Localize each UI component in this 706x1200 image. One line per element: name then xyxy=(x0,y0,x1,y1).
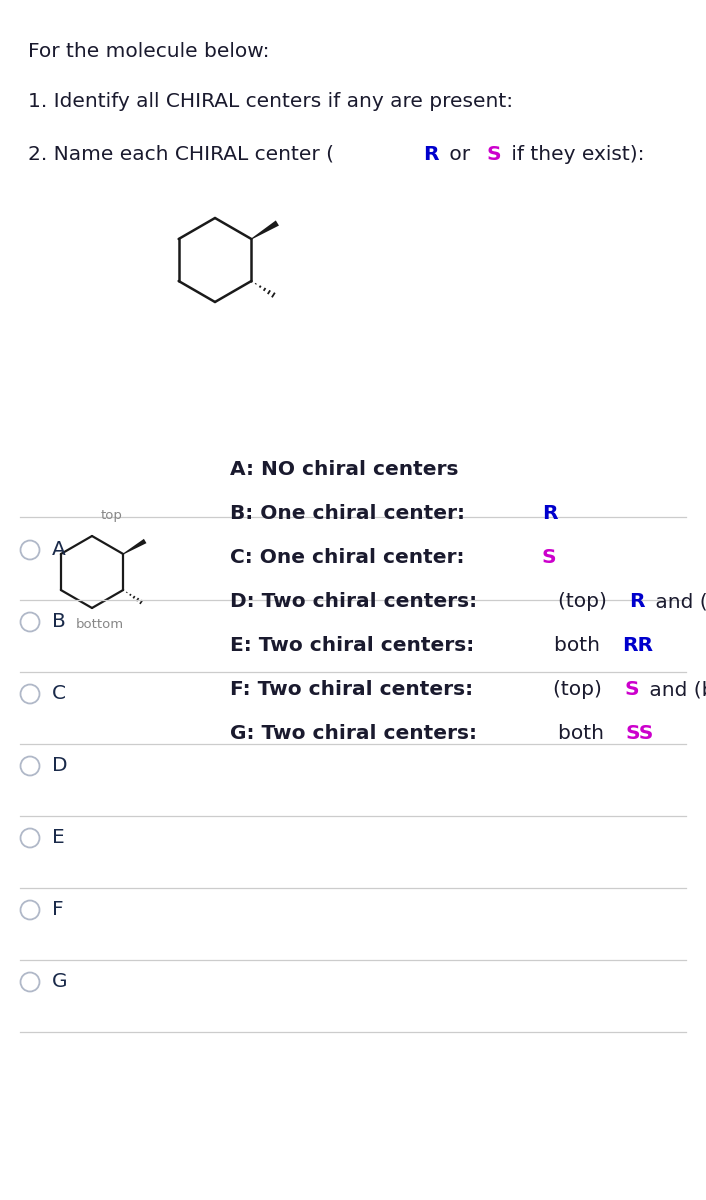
Text: C: One chiral center:: C: One chiral center: xyxy=(230,548,472,566)
Text: bottom: bottom xyxy=(76,618,124,631)
Text: E: Two chiral centers:: E: Two chiral centers: xyxy=(230,636,481,655)
Text: and (bottom): and (bottom) xyxy=(643,680,706,698)
Text: S: S xyxy=(624,680,639,698)
Text: B: B xyxy=(52,612,66,631)
Text: A: NO chiral centers: A: NO chiral centers xyxy=(230,460,458,479)
Text: E: E xyxy=(52,828,65,847)
Text: both: both xyxy=(554,636,606,655)
Text: C: C xyxy=(52,684,66,703)
Text: or: or xyxy=(443,145,477,164)
Text: (top): (top) xyxy=(558,592,613,611)
Text: For the molecule below:: For the molecule below: xyxy=(28,42,270,61)
Text: R: R xyxy=(542,504,558,523)
Text: S: S xyxy=(486,145,501,164)
Text: top: top xyxy=(101,509,123,522)
Text: 1. Identify all CHIRAL centers if any are present:: 1. Identify all CHIRAL centers if any ar… xyxy=(28,92,513,110)
Text: both: both xyxy=(558,724,610,743)
Text: 2. Name each CHIRAL center (: 2. Name each CHIRAL center ( xyxy=(28,145,334,164)
Text: B: One chiral center:: B: One chiral center: xyxy=(230,504,472,523)
Text: D: D xyxy=(52,756,68,775)
Text: (top): (top) xyxy=(553,680,608,698)
Polygon shape xyxy=(251,221,279,240)
Polygon shape xyxy=(123,539,146,554)
Text: if they exist):: if they exist): xyxy=(505,145,645,164)
Text: A: A xyxy=(52,540,66,559)
Text: R: R xyxy=(629,592,645,611)
Text: G: Two chiral centers:: G: Two chiral centers: xyxy=(230,724,484,743)
Text: D: Two chiral centers:: D: Two chiral centers: xyxy=(230,592,484,611)
Text: F: F xyxy=(52,900,64,919)
Text: and (bottom): and (bottom) xyxy=(650,592,706,611)
Text: S: S xyxy=(542,548,556,566)
Text: SS: SS xyxy=(626,724,654,743)
Text: R: R xyxy=(423,145,438,164)
Text: F: Two chiral centers:: F: Two chiral centers: xyxy=(230,680,480,698)
Text: G: G xyxy=(52,972,68,991)
Text: RR: RR xyxy=(622,636,653,655)
